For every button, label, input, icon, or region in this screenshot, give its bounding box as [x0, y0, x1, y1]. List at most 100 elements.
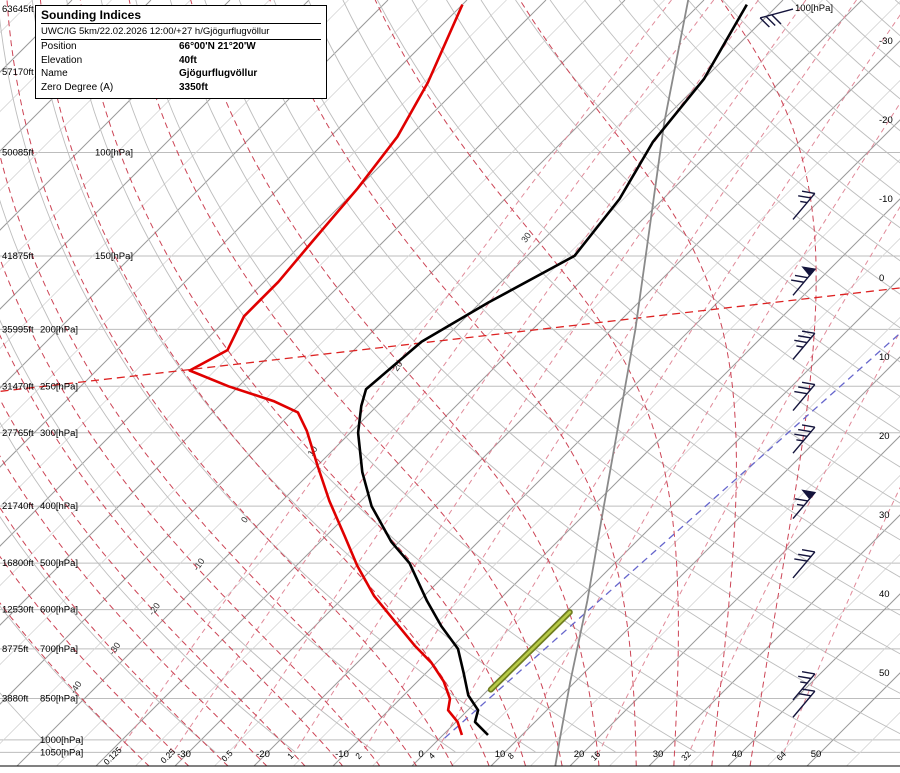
- right-temp-label: -20: [879, 115, 893, 126]
- isotherm-line: [0, 0, 191, 192]
- dry-adiabat: [411, 0, 900, 468]
- panel-row-position: Position 66°00'N 21°20'W: [41, 40, 321, 54]
- dry-adiabat: [135, 0, 857, 753]
- altitude-label: 57170ft: [2, 67, 34, 78]
- mixing-ratio-label: 4: [426, 750, 437, 761]
- dry-adiabat: [273, 0, 900, 616]
- altitude-label: 35995ft: [2, 324, 34, 335]
- mixing-ratio-label: 0.5: [219, 748, 235, 764]
- mixing-ratio-label: 1: [285, 750, 296, 761]
- dry-adiabat: [169, 0, 900, 735]
- barb-full: [801, 671, 815, 675]
- reference-profile-group: [554, 0, 690, 766]
- sounding-indices-panel: Sounding Indices UWC/IG 5km/22.02.2026 1…: [35, 5, 327, 99]
- isotherm-line: [253, 119, 900, 766]
- isotherm-line: [0, 0, 231, 231]
- isotherm-line: [0, 0, 744, 745]
- mixing-ratio-line: [172, 0, 715, 753]
- altitude-label: 50085ft: [2, 148, 34, 159]
- wind-barb: [790, 266, 817, 296]
- panel-row-elevation: Elevation 40ft: [41, 54, 321, 68]
- temperature-curve: [356, 3, 748, 736]
- mixing-ratio-label: 64: [774, 749, 788, 763]
- barb-flag: [801, 489, 817, 500]
- pressure-label: 600[hPa]: [40, 605, 78, 616]
- altitude-label: 41875ft: [2, 251, 34, 262]
- top-right-pressure-label: 100[hPa]: [795, 3, 833, 14]
- mixing-ratio-line: [362, 0, 857, 753]
- moist-adiabat: [0, 455, 268, 766]
- isotherm-line: [767, 632, 900, 766]
- altitude-label: 63645ft: [2, 4, 34, 15]
- isotherm-line: [332, 198, 900, 766]
- panel-subtitle: UWC/IG 5km/22.02.2026 12:00/+27 h/Gjögur…: [41, 24, 321, 40]
- moist-adiabat: [0, 334, 344, 766]
- row-label: Name: [41, 68, 68, 79]
- moist-adiabat: [269, 0, 637, 766]
- reference-dashed-lines: [0, 287, 900, 739]
- dry-adiabat: [446, 0, 900, 432]
- mixing-ratio-line: [231, 0, 759, 753]
- dry-adiabat: [307, 0, 900, 578]
- isotherm-line: [0, 0, 349, 350]
- barb-full: [794, 498, 808, 502]
- barb-full: [798, 675, 812, 680]
- altitude-label: 12530ft: [2, 605, 34, 616]
- altitude-label: 27765ft: [2, 428, 34, 439]
- isotherm-line: [16, 0, 784, 766]
- isotherm-line: [0, 0, 665, 666]
- moist-adiabat: [0, 398, 306, 766]
- dry-adiabat: [825, 0, 900, 68]
- moist-adiabat: [0, 555, 190, 766]
- row-value: Gjögurflugvöllur: [179, 68, 258, 79]
- barb-half: [800, 681, 808, 684]
- isotherm-line: [727, 593, 900, 766]
- isotherm-line: [0, 0, 705, 705]
- row-label: Elevation: [41, 54, 83, 66]
- bottom-temp-label: 0: [418, 749, 423, 760]
- mixing-ratio-label: 2: [353, 750, 364, 761]
- row-value: 66°00'N 21°20'W: [179, 41, 256, 52]
- isotherm-line: [0, 0, 586, 587]
- barb-full: [759, 17, 770, 28]
- dry-adiabat: [204, 0, 900, 694]
- dry-adiabat: [100, 0, 776, 753]
- dry-adiabat: [0, 516, 216, 753]
- moist-adiabat-lines: [0, 0, 817, 766]
- right-temp-label: 20: [879, 431, 890, 442]
- temperature-curve-group: [356, 3, 748, 736]
- barb-full: [798, 335, 812, 339]
- moist-adiabat-label: 30: [519, 231, 533, 245]
- pressure-label: 200[hPa]: [40, 324, 78, 335]
- right-temp-label: 30: [879, 510, 890, 521]
- barb-flag: [801, 266, 817, 277]
- barb-full: [801, 381, 815, 386]
- barb-full: [794, 339, 808, 344]
- isotherm-line: [174, 40, 900, 766]
- isotherm-line: [0, 0, 428, 429]
- bottom-temp-label: 20: [574, 749, 585, 760]
- barb-full: [801, 330, 815, 335]
- dry-adiabat: [584, 0, 900, 295]
- barb-full: [794, 558, 808, 562]
- altitude-label: 21740ft: [2, 501, 34, 512]
- isotherm-line: [135, 0, 900, 766]
- wind-barbs: [759, 8, 817, 718]
- dry-adiabat: [0, 199, 456, 753]
- row-value: 40ft: [179, 54, 197, 66]
- barb-half: [796, 503, 805, 507]
- bottom-temp-label: 40: [732, 749, 743, 760]
- isotherm-line: [293, 158, 900, 766]
- pressure-label: 250[hPa]: [40, 381, 78, 392]
- bottom-temp-label: 50: [811, 749, 822, 760]
- dry-adiabat: [342, 0, 900, 541]
- right-temp-label: 0: [879, 273, 884, 284]
- isotherm-line: [372, 237, 900, 766]
- wind-barb: [792, 489, 817, 520]
- isotherm-line: [56, 0, 823, 766]
- isotherm-line: [0, 0, 310, 310]
- dewpoint-curve-group: [188, 4, 464, 736]
- altitude-label: 31470ft: [2, 381, 34, 392]
- isotherm-line: [0, 0, 270, 271]
- dry-adiabat: [653, 0, 900, 229]
